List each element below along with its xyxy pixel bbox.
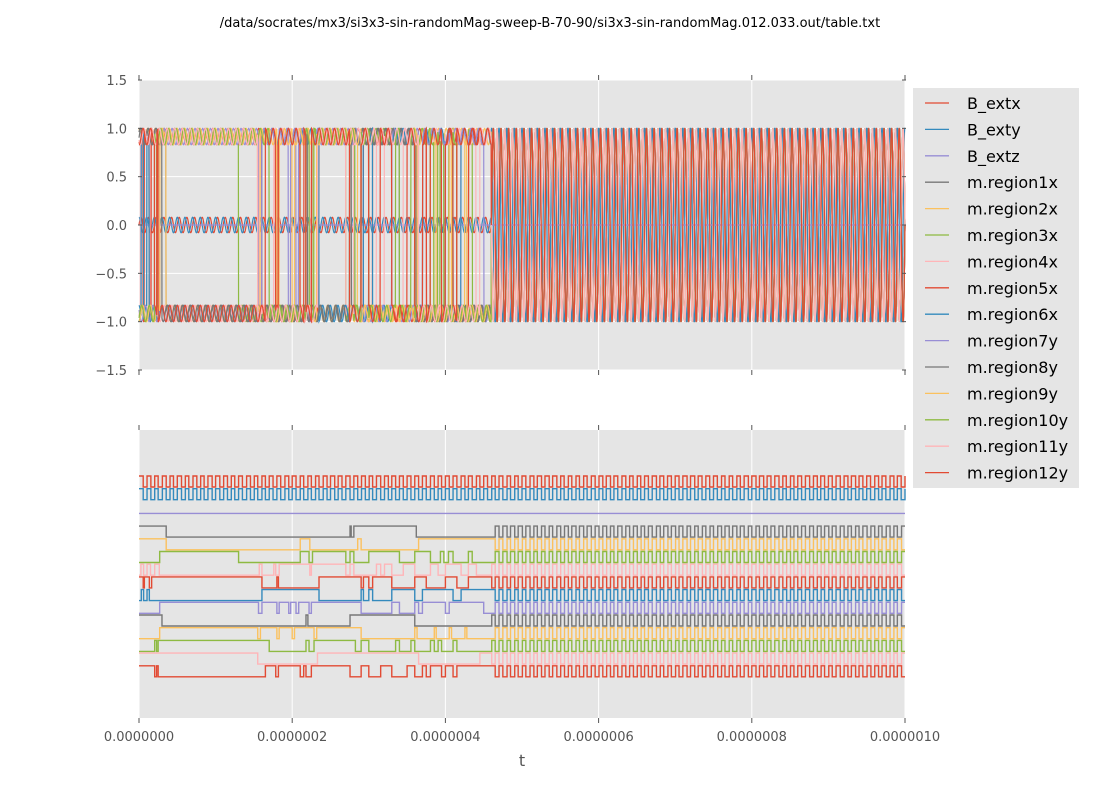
x-tick-label: 0.0000002 xyxy=(257,730,327,745)
bottom-trace-m-region4x xyxy=(139,563,905,576)
legend-entry: m.region10y xyxy=(925,411,1068,430)
legend-label: m.region6x xyxy=(967,305,1058,324)
legend-label: m.region5x xyxy=(967,279,1058,298)
bottom-trace-m-region12y xyxy=(139,665,905,678)
x-tick-label: 0.0000004 xyxy=(410,730,480,745)
y-tick-label: 1.0 xyxy=(106,122,127,137)
legend-label: m.region3x xyxy=(967,226,1058,245)
legend-label: m.region10y xyxy=(967,411,1068,430)
bottom-trace-b_extx xyxy=(139,475,906,488)
y-tick-label: −0.5 xyxy=(95,267,127,282)
y-tick-label: 1.5 xyxy=(106,74,127,89)
x-tick-label: 0.0000000 xyxy=(104,730,174,745)
legend-entry: B_extx xyxy=(925,94,1021,114)
legend-label: m.region9y xyxy=(967,384,1058,403)
y-tick-label: 0.0 xyxy=(106,219,127,234)
x-tick-label: 0.0000008 xyxy=(717,730,787,745)
legend-entry: B_extz xyxy=(925,147,1020,167)
bottom-axes: 0.0000000 0.0000002 0.0000004 0.0000006 0.00… xyxy=(104,425,940,745)
legend-entry: m.region11y xyxy=(925,437,1068,456)
bottom-trace-m-region7y xyxy=(139,601,905,614)
bottom-trace-m-region1x xyxy=(139,525,905,538)
bottom-trace-m-region11y xyxy=(139,652,905,665)
legend-label: B_exty xyxy=(967,120,1021,140)
top-series-m-region12y xyxy=(138,126,906,324)
legend-entry: m.region4x xyxy=(925,252,1058,271)
legend-label: m.region4x xyxy=(967,252,1058,271)
legend-entry: m.region6x xyxy=(925,305,1058,324)
bottom-trace-m-region6x xyxy=(139,588,905,602)
x-axis-label: t xyxy=(519,751,525,770)
bottom-trace-m-region2x xyxy=(139,538,905,551)
legend-entry: B_exty xyxy=(925,120,1021,140)
bottom-trace-m-region10y xyxy=(139,639,905,653)
legend-items: B_extx B_exty B_extz m.region1x m.region2x m.… xyxy=(925,94,1068,483)
legend-entry: m.region3x xyxy=(925,226,1058,245)
legend-entry: m.region9y xyxy=(925,384,1058,403)
legend-label: m.region12y xyxy=(967,464,1068,483)
legend-label: B_extx xyxy=(967,94,1021,114)
top-series-b_exty xyxy=(138,127,906,323)
bottom-series-group xyxy=(139,475,906,678)
legend-label: m.region2x xyxy=(967,200,1058,219)
top-axes: 1.5 1.0 0.5 0.0 −0.5 −1.0 −1.5 xyxy=(95,74,906,379)
top-ticks: 1.5 1.0 0.5 0.0 −0.5 −1.0 −1.5 xyxy=(95,74,906,379)
bottom-trace-m-region9y xyxy=(139,627,905,640)
legend-entry: m.region8y xyxy=(925,358,1058,377)
legend-label: B_extz xyxy=(967,147,1020,167)
legend-label: m.region1x xyxy=(967,173,1058,192)
legend-label: m.region11y xyxy=(967,437,1068,456)
chart-title: /data/socrates/mx3/si3x3-sin-randomMag-s… xyxy=(220,16,880,31)
legend-entry: m.region5x xyxy=(925,279,1058,298)
bottom-trace-m-region8y xyxy=(139,614,905,627)
legend-entry: m.region12y xyxy=(925,464,1068,483)
y-tick-label: −1.0 xyxy=(95,316,127,331)
bottom-trace-m-region5x xyxy=(139,576,905,589)
y-tick-label: 0.5 xyxy=(106,171,127,186)
legend: B_extx B_exty B_extz m.region1x m.region2x m.… xyxy=(913,88,1079,488)
legend-entry: m.region1x xyxy=(925,173,1058,192)
bottom-trace-m-region3x xyxy=(139,550,905,564)
legend-entry: m.region7y xyxy=(925,332,1058,351)
legend-label: m.region8y xyxy=(967,358,1058,377)
bottom-trace-b_exty xyxy=(139,488,906,501)
legend-label: m.region7y xyxy=(967,332,1058,351)
y-tick-label: −1.5 xyxy=(95,364,127,379)
top-series-group xyxy=(138,126,906,324)
x-tick-label: 0.0000006 xyxy=(563,730,633,745)
legend-entry: m.region2x xyxy=(925,200,1058,219)
x-tick-label: 0.0000010 xyxy=(870,730,940,745)
bottom-ticks: 0.0000000 0.0000002 0.0000004 0.0000006 0.00… xyxy=(104,425,940,745)
